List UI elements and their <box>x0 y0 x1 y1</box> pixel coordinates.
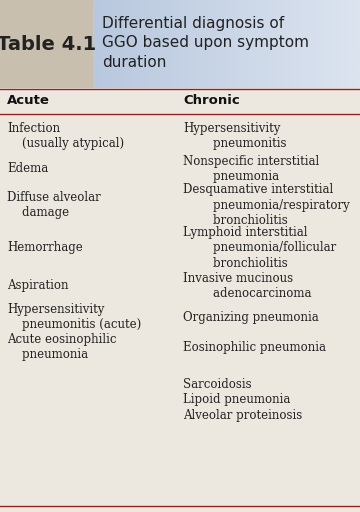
Bar <box>0 0 93 88</box>
Text: Hypersensitivity
        pneumonitis: Hypersensitivity pneumonitis <box>183 122 287 150</box>
Text: Alveolar proteinosis: Alveolar proteinosis <box>183 410 302 422</box>
Text: Table 4.1: Table 4.1 <box>0 34 96 53</box>
Text: Chronic: Chronic <box>183 95 240 108</box>
Text: Differential diagnosis of
GGO based upon symptom
duration: Differential diagnosis of GGO based upon… <box>102 16 309 70</box>
Text: Acute eosinophilic
    pneumonia: Acute eosinophilic pneumonia <box>7 333 117 361</box>
Text: Acute: Acute <box>7 95 50 108</box>
Text: Eosinophilic pneumonia: Eosinophilic pneumonia <box>183 340 326 353</box>
Text: Desquamative interstitial
        pneumonia/respiratory
        bronchiolitis: Desquamative interstitial pneumonia/resp… <box>183 183 350 227</box>
Text: Lipoid pneumonia: Lipoid pneumonia <box>183 394 291 407</box>
Text: Edema: Edema <box>7 162 48 176</box>
Text: Hemorrhage: Hemorrhage <box>7 242 83 254</box>
Text: Lymphoid interstitial
        pneumonia/follicular
        bronchiolitis: Lymphoid interstitial pneumonia/follicul… <box>183 226 336 270</box>
Text: Sarcoidosis: Sarcoidosis <box>183 377 252 391</box>
Text: Aspiration: Aspiration <box>7 280 68 292</box>
Text: Diffuse alveolar
    damage: Diffuse alveolar damage <box>7 191 101 219</box>
Text: Invasive mucinous
        adenocarcinoma: Invasive mucinous adenocarcinoma <box>183 272 311 300</box>
Text: Organizing pneumonia: Organizing pneumonia <box>183 310 319 324</box>
Text: Infection
    (usually atypical): Infection (usually atypical) <box>7 122 124 150</box>
Text: Nonspecific interstitial
        pneumonia: Nonspecific interstitial pneumonia <box>183 155 319 183</box>
Text: Hypersensitivity
    pneumonitis (acute): Hypersensitivity pneumonitis (acute) <box>7 303 141 331</box>
